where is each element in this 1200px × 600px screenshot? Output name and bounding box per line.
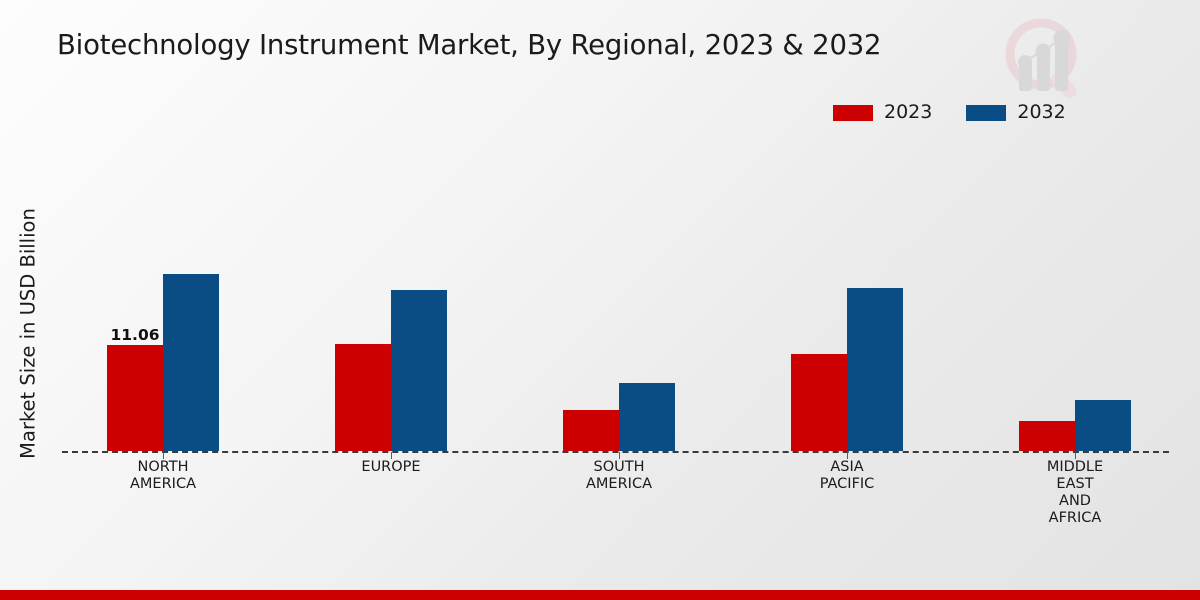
- tick-north-america: [163, 452, 164, 459]
- bars-north-america: [107, 274, 219, 451]
- category-label-line: MIDDLE: [1046, 459, 1104, 475]
- category-label-line: NORTH: [137, 459, 189, 475]
- bar-europe-2032[interactable]: [391, 290, 447, 451]
- axis-baseline: [62, 451, 1169, 453]
- footer-band: [0, 590, 1200, 600]
- legend-label-2023: 2023: [884, 101, 933, 123]
- category-label-line: AND: [1059, 493, 1091, 509]
- category-label-europe: EUROPE: [291, 459, 491, 476]
- tick-asia-pacific: [847, 452, 848, 459]
- bars-asia-pacific: [791, 288, 903, 451]
- legend-item-2032[interactable]: 2032: [966, 101, 1066, 123]
- bar-value-north-america-2023: 11.06: [110, 325, 160, 344]
- bars-middle-east-and-africa: [1019, 400, 1131, 451]
- category-label-north-america: NORTH AMERICA: [63, 459, 263, 493]
- bar-south-america-2032[interactable]: [619, 383, 675, 451]
- tick-south-america: [619, 452, 620, 459]
- category-label-line: PACIFIC: [819, 476, 875, 492]
- legend-label-2032: 2032: [1017, 101, 1066, 123]
- category-label-line: AMERICA: [586, 476, 652, 492]
- tick-middle-east-and-africa: [1075, 452, 1076, 459]
- category-label-line: EAST: [1056, 476, 1094, 492]
- bar-south-america-2023[interactable]: [563, 410, 619, 451]
- bars-europe: [335, 290, 447, 451]
- category-label-south-america: SOUTH AMERICA: [519, 459, 719, 493]
- category-label-middle-east-and-africa: MIDDLE EAST AND AFRICA: [975, 459, 1175, 527]
- category-label-line: EUROPE: [361, 459, 421, 475]
- legend-swatch-2023: [833, 104, 873, 121]
- legend-swatch-2032: [966, 104, 1007, 121]
- tick-europe: [391, 452, 392, 459]
- bar-north-america-2032[interactable]: [163, 274, 219, 451]
- category-label-asia-pacific: ASIA PACIFIC: [747, 459, 947, 493]
- category-label-line: ASIA: [830, 459, 864, 475]
- bar-asia-pacific-2023[interactable]: [791, 354, 847, 451]
- legend-item-2023[interactable]: 2023: [833, 103, 932, 122]
- chart-title: Biotechnology Instrument Market, By Regi…: [57, 29, 882, 61]
- bar-middle-east-and-africa-2023[interactable]: [1019, 421, 1075, 451]
- bar-north-america-2023[interactable]: [107, 345, 163, 451]
- bar-middle-east-and-africa-2032[interactable]: [1075, 400, 1131, 451]
- bar-asia-pacific-2032[interactable]: [847, 288, 903, 451]
- chart-legend: 2023 2032: [833, 103, 1066, 122]
- category-label-line: AMERICA: [130, 476, 196, 492]
- category-label-line: SOUTH: [593, 459, 645, 475]
- bars-south-america: [563, 383, 675, 451]
- bar-europe-2023[interactable]: [335, 344, 391, 451]
- watermark-logo: [995, 12, 1095, 104]
- category-label-line: AFRICA: [1048, 510, 1102, 526]
